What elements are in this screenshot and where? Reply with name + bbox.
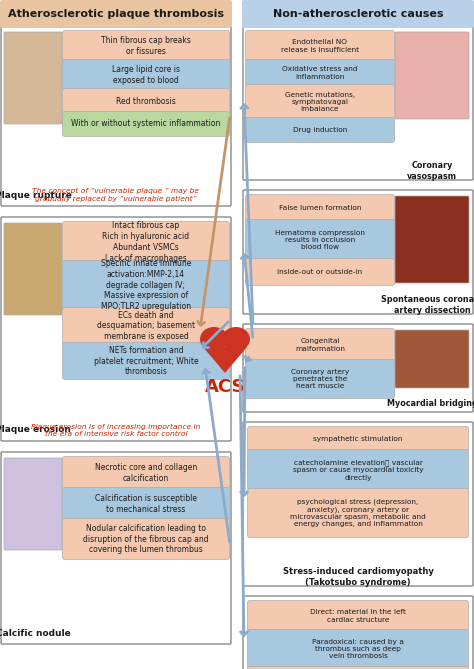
Text: Necrotic core and collagen
calcification: Necrotic core and collagen calcification: [95, 463, 197, 483]
Text: False lumen formation: False lumen formation: [279, 205, 361, 211]
FancyBboxPatch shape: [63, 308, 229, 345]
Text: Thin fibrous cap breaks
or fissures: Thin fibrous cap breaks or fissures: [101, 36, 191, 56]
Text: Large lipid core is
exposed to blood: Large lipid core is exposed to blood: [112, 65, 180, 85]
Text: Non-atherosclerotic causes: Non-atherosclerotic causes: [273, 9, 443, 19]
Text: Coronary artery
penetrates the
heart muscle: Coronary artery penetrates the heart mus…: [291, 369, 349, 389]
Text: Congenital
malformation: Congenital malformation: [295, 339, 345, 352]
Text: Intact fibrous cap
Rich in hyaluronic acid
Abundant VSMCs
Lack of macrophages: Intact fibrous cap Rich in hyaluronic ac…: [102, 221, 190, 263]
FancyBboxPatch shape: [63, 488, 229, 520]
Polygon shape: [203, 347, 247, 373]
Text: sympathetic stimulation: sympathetic stimulation: [313, 436, 403, 442]
FancyBboxPatch shape: [247, 488, 468, 537]
FancyBboxPatch shape: [247, 427, 468, 452]
Text: The concept of “vulnerable plaque ” may be
gradually replaced by “vulnerable pat: The concept of “vulnerable plaque ” may …: [33, 189, 200, 201]
FancyBboxPatch shape: [247, 630, 468, 668]
Text: Myocardial bridging: Myocardial bridging: [387, 399, 474, 407]
Text: Atherosclerotic plaque thrombosis: Atherosclerotic plaque thrombosis: [8, 9, 224, 19]
FancyBboxPatch shape: [63, 343, 229, 379]
FancyBboxPatch shape: [4, 458, 62, 550]
Text: NETs formation and
platelet recruitment; White
thrombosis: NETs formation and platelet recruitment;…: [94, 346, 198, 376]
Text: Paradoxical: caused by a
thrombus such as deep
vein thrombosis: Paradoxical: caused by a thrombus such a…: [312, 639, 404, 659]
Text: Plaque rupture: Plaque rupture: [0, 191, 72, 199]
FancyBboxPatch shape: [63, 260, 229, 310]
Text: Calcific nodule: Calcific nodule: [0, 628, 70, 638]
Text: With or without systemic inflammation: With or without systemic inflammation: [71, 120, 221, 128]
FancyBboxPatch shape: [246, 258, 394, 286]
Text: Hematoma compression
results in occlusion
blood flow: Hematoma compression results in occlusio…: [275, 229, 365, 250]
FancyBboxPatch shape: [63, 518, 229, 559]
Ellipse shape: [200, 327, 228, 351]
FancyBboxPatch shape: [395, 196, 469, 283]
Text: catecholamine elevation： vascular
spasm or cause myocardial toxicity
directly: catecholamine elevation： vascular spasm …: [292, 460, 423, 480]
Text: psychological stress (depression,
anxiety), coronary artery or
microvascular spa: psychological stress (depression, anxiet…: [290, 498, 426, 527]
FancyBboxPatch shape: [63, 60, 229, 90]
Text: Plaque erosion is of increasing importance in
the era of intensive risk factor c: Plaque erosion is of increasing importan…: [31, 423, 201, 437]
Text: Specific innate immune
activation:MMP-2,14
degrade collagen IV;
Massive expressi: Specific innate immune activation:MMP-2,…: [101, 259, 191, 311]
Text: Stress-induced cardiomyopathy
(Takotsubo syndrome): Stress-induced cardiomyopathy (Takotsubo…: [283, 567, 433, 587]
FancyBboxPatch shape: [0, 0, 232, 28]
FancyBboxPatch shape: [246, 195, 394, 221]
FancyBboxPatch shape: [63, 31, 229, 62]
FancyBboxPatch shape: [247, 601, 468, 632]
FancyBboxPatch shape: [246, 60, 394, 86]
FancyBboxPatch shape: [246, 219, 394, 260]
Text: ACS: ACS: [205, 378, 245, 396]
FancyBboxPatch shape: [4, 223, 62, 315]
FancyBboxPatch shape: [246, 328, 394, 361]
Text: Nodular calcification leading to
disruption of the fibrous cap and
covering the : Nodular calcification leading to disrupt…: [83, 524, 209, 554]
Text: Plaque erosion: Plaque erosion: [0, 425, 71, 434]
Text: Drug induction: Drug induction: [293, 127, 347, 133]
FancyBboxPatch shape: [246, 31, 394, 62]
FancyBboxPatch shape: [4, 32, 62, 124]
Text: Red thrombosis: Red thrombosis: [116, 96, 176, 106]
Text: Coronary
vasospasm: Coronary vasospasm: [407, 161, 457, 181]
FancyBboxPatch shape: [63, 112, 229, 136]
Text: Spontaneous coronary
artery dissection: Spontaneous coronary artery dissection: [381, 295, 474, 314]
Ellipse shape: [222, 327, 250, 351]
FancyBboxPatch shape: [395, 330, 469, 388]
FancyBboxPatch shape: [246, 84, 394, 120]
FancyBboxPatch shape: [247, 450, 468, 490]
FancyBboxPatch shape: [246, 118, 394, 142]
Text: Oxidative stress and
inflammation: Oxidative stress and inflammation: [282, 66, 358, 80]
FancyBboxPatch shape: [63, 456, 229, 490]
Text: Genetic mutations,
symphatovagal
imbalance: Genetic mutations, symphatovagal imbalan…: [285, 92, 355, 112]
FancyBboxPatch shape: [247, 666, 468, 669]
FancyBboxPatch shape: [63, 88, 229, 114]
FancyBboxPatch shape: [63, 221, 229, 262]
Text: Inside-out or outside-in: Inside-out or outside-in: [277, 269, 363, 275]
Text: ECs death and
desquamation; basement
membrane is exposed: ECs death and desquamation; basement mem…: [97, 310, 195, 341]
FancyBboxPatch shape: [246, 359, 394, 399]
Text: Endothelial NO
release is insufficient: Endothelial NO release is insufficient: [281, 39, 359, 53]
Text: Calcification is susceptible
to mechanical stress: Calcification is susceptible to mechanic…: [95, 494, 197, 514]
FancyBboxPatch shape: [242, 0, 474, 28]
Text: Direct: material in the left
cardiac structure: Direct: material in the left cardiac str…: [310, 609, 406, 623]
FancyBboxPatch shape: [395, 32, 469, 119]
